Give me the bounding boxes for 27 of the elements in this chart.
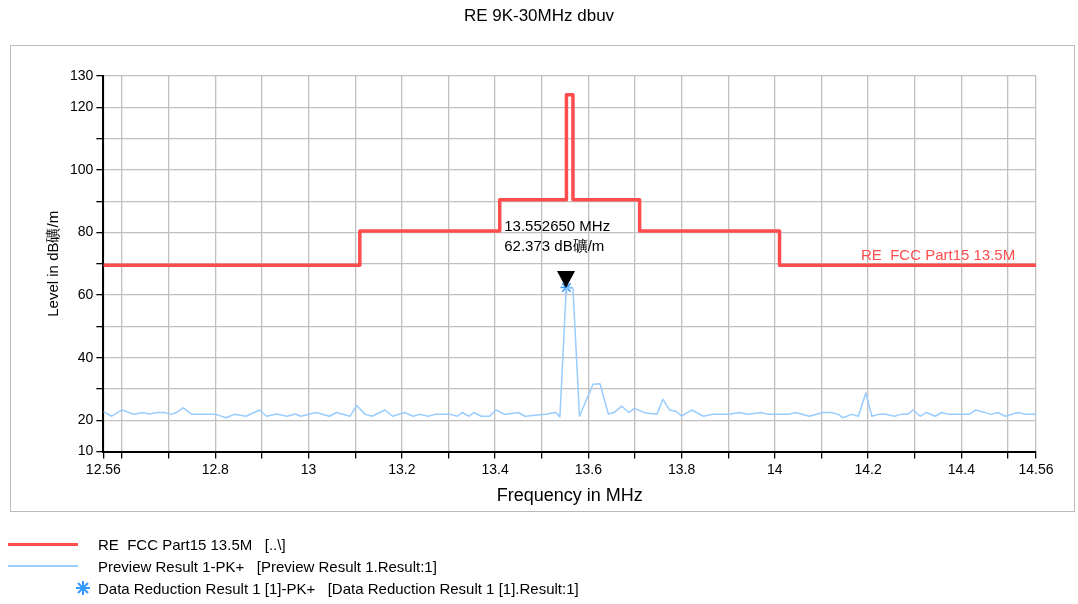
x-tick-label: 14.4 xyxy=(947,460,976,477)
legend-label: Data Reduction Result 1 [1]-PK+ [Data Reduction Result 1 [1].Result:1] xyxy=(98,579,579,597)
x-tick-label: 14.2 xyxy=(854,460,882,477)
y-tick-label: 60 xyxy=(77,285,94,302)
x-tick-label: 14.56 xyxy=(1018,460,1054,477)
y-tick-label: 80 xyxy=(77,223,94,240)
x-tick-label: 12.56 xyxy=(85,460,122,477)
y-tick-label: 120 xyxy=(70,98,94,115)
chart-title: RE 9K-30MHz dbuv xyxy=(462,6,616,26)
x-tick-label: 13 xyxy=(300,460,317,477)
legend-label: RE FCC Part15 13.5M [..\] xyxy=(98,535,286,553)
y-tick-label: 130 xyxy=(70,66,94,83)
annotation: RE FCC Part15 13.5M xyxy=(860,246,1016,264)
x-tick-label: 14 xyxy=(767,460,783,477)
legend-label: Preview Result 1-PK+ [Preview Result 1.Result:1] xyxy=(98,557,437,575)
x-tick-label: 12.8 xyxy=(201,460,230,477)
y-tick-label: 10 xyxy=(77,442,94,459)
x-axis-title: Frequency in MHz xyxy=(496,485,643,506)
x-tick-label: 13.8 xyxy=(667,460,696,477)
x-tick-label: 13.2 xyxy=(388,460,416,477)
y-tick-label: 40 xyxy=(77,348,94,365)
y-tick-label: 20 xyxy=(77,411,94,428)
y-axis-title: Level in dB礦/m xyxy=(44,210,62,317)
x-tick-label: 13.4 xyxy=(481,460,509,477)
annotation: 13.552650 MHz 62.373 dB礦/m xyxy=(504,216,611,254)
x-tick-label: 13.6 xyxy=(574,460,603,477)
y-tick-label: 100 xyxy=(70,160,94,177)
